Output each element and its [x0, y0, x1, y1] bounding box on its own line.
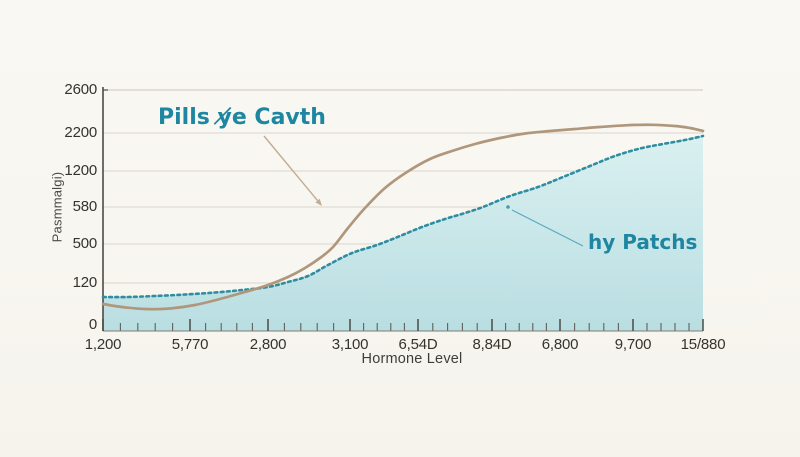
- x-tick-label: 6,54D: [398, 336, 438, 353]
- x-tick-label: 15/880: [680, 336, 726, 353]
- y-tick-label: 2200: [64, 124, 97, 141]
- pills-annotation-arrow-line: [263, 135, 319, 202]
- pills-annotation-arrowhead: [315, 198, 322, 206]
- patchs-area-fill: [103, 136, 703, 331]
- pills-solid-curve: [101, 123, 705, 311]
- y-tick-label: 580: [72, 198, 98, 215]
- x-tick-label: 5,770: [171, 336, 209, 353]
- x-tick-label: 8,84D: [472, 336, 512, 353]
- y-tick-label: 2600: [64, 81, 97, 98]
- x-tick-label: 9,700: [614, 336, 652, 353]
- patchs-series-annotation: hy Patchs: [588, 230, 698, 254]
- y-tick-label: 1200: [64, 162, 97, 179]
- x-tick-label: 1,200: [84, 336, 122, 353]
- patchs-dotted-curve: [101, 134, 705, 299]
- y-tick-label: 120: [72, 274, 98, 291]
- y-tick-label: 500: [72, 235, 98, 252]
- x-axis-title: Hormone Level: [361, 351, 463, 367]
- y-tick-label: 0: [88, 316, 97, 333]
- x-tick-label: 3,100: [331, 336, 369, 353]
- x-tick-label: 2,800: [249, 336, 287, 353]
- patchs-leader-line: [511, 209, 584, 247]
- patchs-leader-dot: [506, 205, 510, 209]
- pills-series-annotation: Pills y̸e Cavth: [158, 105, 326, 130]
- x-tick-label: 6,800: [541, 336, 579, 353]
